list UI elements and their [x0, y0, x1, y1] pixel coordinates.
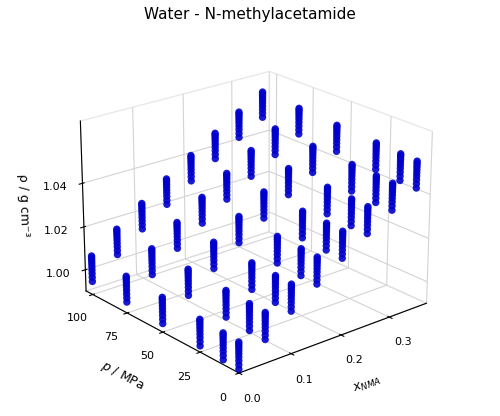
X-axis label: $x_{NMA}$: $x_{NMA}$	[352, 374, 384, 396]
Title: Water - N-methylacetamide: Water - N-methylacetamide	[144, 7, 356, 22]
Y-axis label: $p$ / MPa: $p$ / MPa	[98, 357, 146, 394]
